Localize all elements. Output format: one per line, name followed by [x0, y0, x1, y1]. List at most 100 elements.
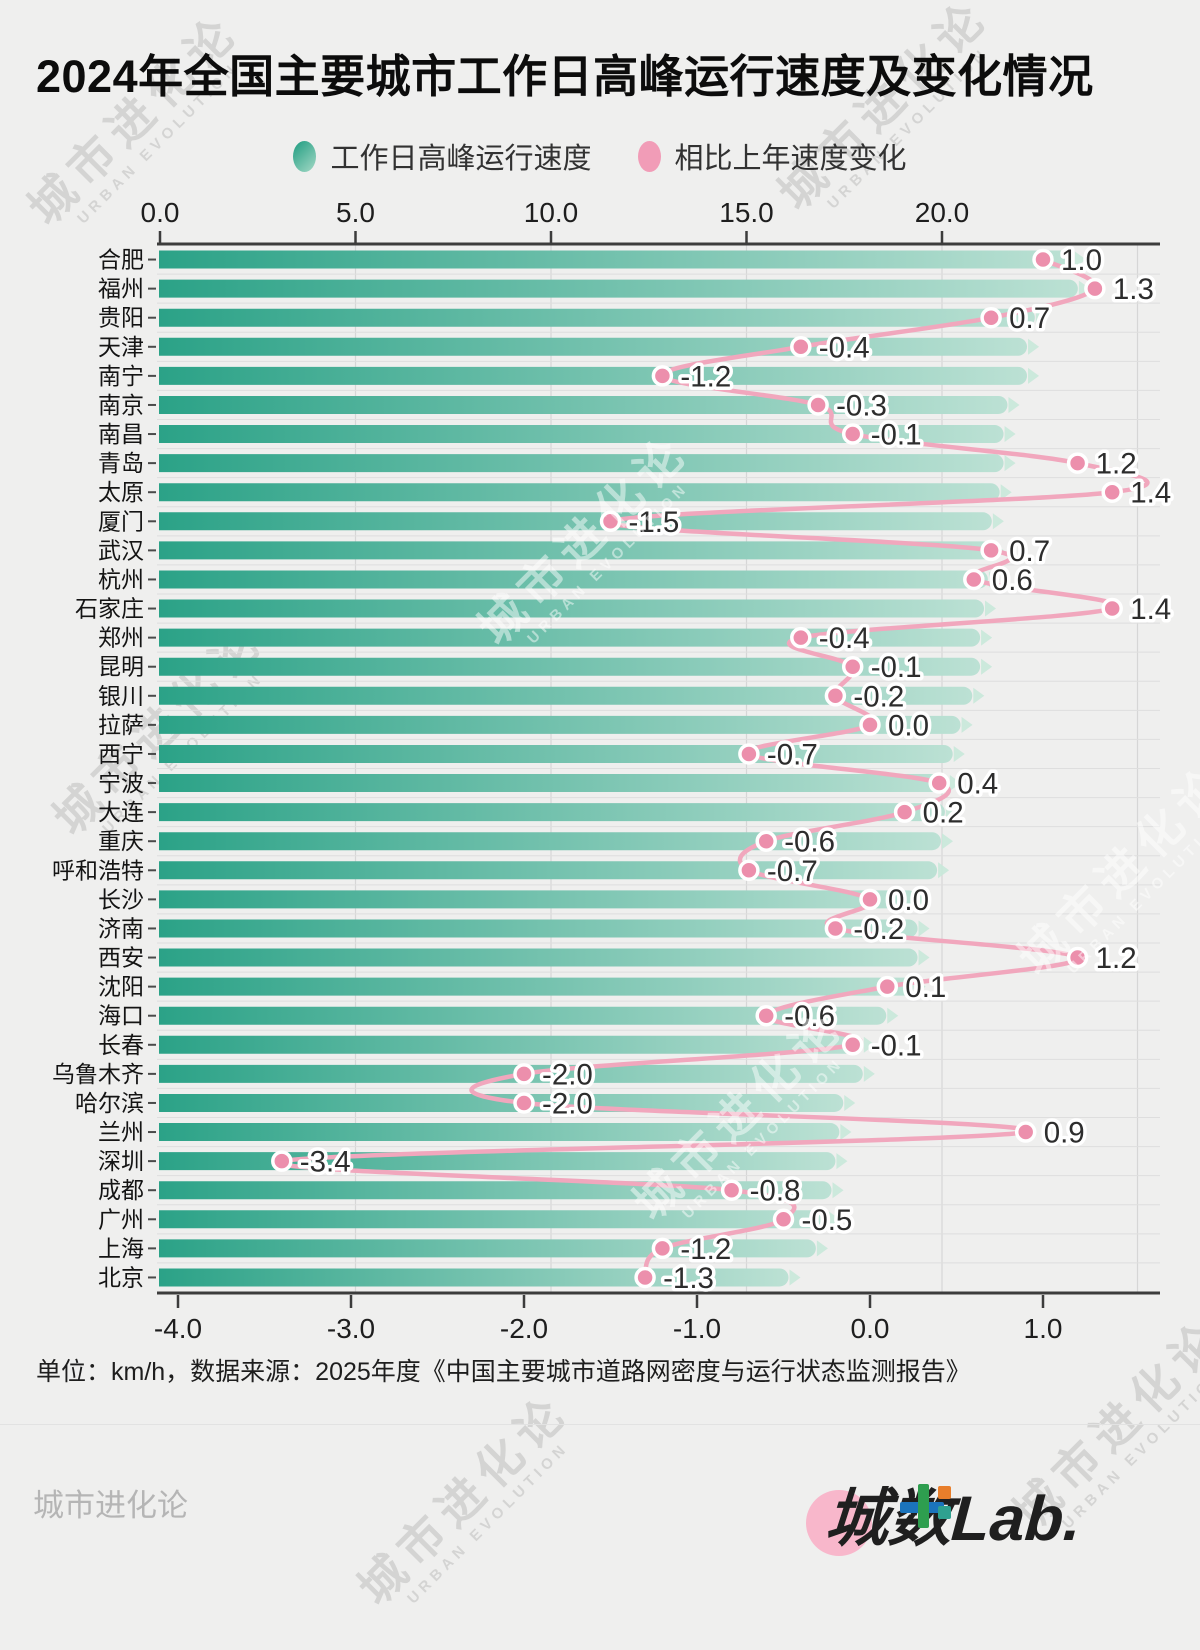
- bar-tip-icon: [1008, 396, 1020, 413]
- bar-tip-icon: [1074, 251, 1086, 268]
- city-label: 宁波: [98, 770, 144, 796]
- speed-bar: [159, 686, 973, 705]
- bar-tip-icon: [836, 1153, 848, 1170]
- page-title: 2024年全国主要城市工作日高峰运行速度及变化情况: [36, 51, 1094, 102]
- change-value-label: -2.0: [542, 1058, 593, 1091]
- change-value-label: -0.2: [853, 913, 904, 946]
- bar-tip-icon: [918, 949, 930, 966]
- bar-tip-icon: [844, 1094, 856, 1111]
- bar-tip-icon: [863, 1065, 875, 1082]
- city-label: 青岛: [98, 450, 144, 476]
- speed-bar: [159, 279, 1078, 298]
- brand-text: 城市进化论: [33, 1488, 188, 1523]
- top-axis-tick-label: 15.0: [719, 197, 774, 228]
- change-dot-icon: [1032, 248, 1054, 271]
- city-label: 天津: [98, 334, 144, 360]
- change-dot-icon: [928, 772, 950, 794]
- bar-tip-icon: [981, 658, 993, 675]
- speed-bar: [159, 715, 961, 734]
- change-points: 1.01.30.7-0.4-1.2-0.3-0.11.21.4-1.50.70.…: [271, 241, 1175, 1298]
- city-label: 重庆: [98, 828, 144, 854]
- top-axis-tick-label: 0.0: [141, 197, 180, 228]
- change-dot-icon: [738, 743, 760, 765]
- speed-bar: [159, 832, 941, 851]
- bar-tip-icon: [992, 513, 1004, 530]
- change-value-label: -0.6: [784, 826, 835, 859]
- change-dot-icon: [1066, 452, 1089, 474]
- bottom-axis-tick-label: 1.0: [1024, 1313, 1063, 1344]
- legend-item-speed: 工作日高峰运行速度: [293, 135, 592, 177]
- speed-bar: [159, 861, 938, 880]
- city-label: 海口: [98, 1003, 144, 1029]
- bottom-axis-tick-label: 0.0: [851, 1313, 890, 1344]
- city-label: 杭州: [98, 566, 144, 592]
- city-label: 石家庄: [75, 596, 144, 622]
- bar-tip-icon: [863, 1036, 875, 1053]
- bar-tip-icon: [949, 775, 961, 792]
- source-note: 单位：km/h，数据来源：2025年度《中国主要城市道路网密度与运行状态监测报告…: [36, 1358, 971, 1386]
- city-label: 太原: [98, 479, 144, 505]
- change-dot-icon: [980, 539, 1002, 562]
- change-dot-icon: [980, 306, 1002, 329]
- change-value-label: 0.6: [992, 564, 1033, 597]
- change-dot-icon: [824, 685, 847, 707]
- logo-green-bar-icon: [918, 1484, 929, 1528]
- bottom-axis-tick-label: -1.0: [673, 1313, 721, 1344]
- speed-bar: [159, 599, 985, 618]
- change-dot-icon: [1066, 946, 1089, 969]
- bar-tip-icon: [1004, 426, 1016, 443]
- change-dot-icon: [651, 365, 674, 387]
- city-label: 福州: [98, 276, 144, 302]
- change-value-label: 0.2: [923, 797, 964, 830]
- city-label: 拉萨: [98, 712, 144, 738]
- change-dot-icon: [859, 888, 881, 911]
- bar-tip-icon: [942, 833, 953, 850]
- change-dot-icon: [651, 1237, 674, 1260]
- speed-bar: [159, 308, 1035, 327]
- change-dot-icon: [790, 626, 812, 649]
- city-label: 昆明: [98, 654, 144, 680]
- change-dot-icon: [755, 1004, 777, 1027]
- change-value-label: 1.2: [1096, 448, 1137, 481]
- speed-change-chart: 合肥福州贵阳天津南宁南京南昌青岛太原厦门武汉杭州石家庄郑州昆明银川拉萨西宁宁波大…: [52, 197, 1175, 1344]
- city-label: 南京: [98, 392, 144, 418]
- change-dot-icon: [738, 859, 760, 882]
- change-dot-icon: [859, 714, 881, 736]
- change-value-label: -1.3: [663, 1262, 714, 1295]
- change-dot-icon: [893, 801, 916, 823]
- speed-bar: [159, 774, 949, 793]
- city-label: 广州: [98, 1206, 144, 1232]
- legend-label-change: 相比上年速度变化: [674, 143, 907, 175]
- change-value-label: 0.7: [1009, 302, 1050, 335]
- city-label: 南昌: [98, 421, 144, 447]
- change-dot-icon: [513, 1063, 535, 1085]
- city-label: 西宁: [98, 741, 144, 767]
- speed-bar: [159, 1152, 836, 1171]
- logo-teal-square-icon: [938, 1506, 951, 1519]
- change-dot-icon: [755, 830, 777, 852]
- bar-tip-icon: [828, 1211, 840, 1228]
- change-value-label: 0.0: [888, 884, 929, 917]
- city-label: 长春: [98, 1032, 144, 1058]
- city-label: 南宁: [98, 363, 144, 389]
- bar-tip-icon: [938, 862, 950, 879]
- speed-bar: [159, 366, 1028, 385]
- bar-tip-icon: [789, 1269, 801, 1286]
- city-label: 大连: [98, 799, 144, 825]
- bottom-axis-tick-label: -3.0: [327, 1313, 375, 1344]
- change-value-label: -0.4: [819, 622, 870, 655]
- legend-item-change: 相比上年速度变化: [637, 135, 907, 177]
- change-dot-icon: [1014, 1121, 1037, 1143]
- city-label: 济南: [98, 915, 144, 941]
- cheng-shu-lab-logo: 城数Lab.: [798, 1458, 1190, 1578]
- change-value-label: -0.2: [853, 680, 904, 713]
- change-value-label: -0.6: [784, 1000, 835, 1033]
- change-dot-icon: [634, 1266, 656, 1289]
- change-dot-icon: [1101, 597, 1123, 620]
- city-label: 武汉: [98, 537, 144, 563]
- change-value-label: 0.0: [888, 709, 929, 742]
- speed-bar: [159, 512, 992, 531]
- bar-tip-icon: [945, 804, 957, 821]
- change-value-label: 0.7: [1009, 535, 1050, 568]
- change-value-label: -0.7: [767, 738, 818, 771]
